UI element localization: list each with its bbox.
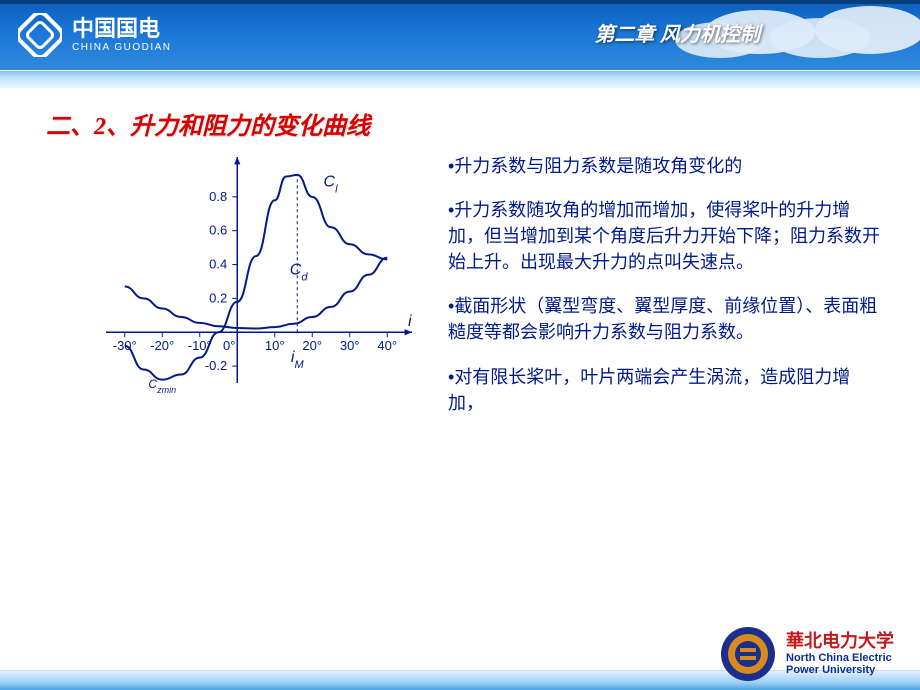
svg-text:0.2: 0.2: [209, 290, 227, 305]
svg-text:0°: 0°: [223, 338, 235, 353]
svg-text:20°: 20°: [302, 338, 322, 353]
company-name-cn: 中国国电: [72, 18, 172, 40]
svg-text:10°: 10°: [265, 338, 285, 353]
bullet-item: •截面形状（翼型弯度、翼型厚度、前缘位置）、表面粗糙度等都会影响升力系数与阻力系…: [448, 293, 880, 345]
header-wave-band: [0, 70, 920, 88]
bullet-list: •升力系数与阻力系数是随攻角变化的 •升力系数随攻角的增加而增加，使得桨叶的升力增…: [426, 153, 880, 434]
svg-text:i: i: [408, 313, 412, 330]
footer: 華北电力大学 North China Electric Power Univer…: [0, 626, 920, 690]
svg-text:0.8: 0.8: [209, 189, 227, 204]
svg-text:Cd: Cd: [290, 262, 309, 284]
svg-text:0.6: 0.6: [209, 223, 227, 238]
lift-drag-chart: -30°-20°-10°10°20°30°40°0°0.20.40.60.8-0…: [46, 153, 426, 423]
bullet-item: •对有限长桨叶，叶片两端会产生涡流，造成阻力增加，: [448, 364, 880, 416]
university-name-en-1: North China Electric: [786, 652, 894, 664]
header-bar: 中国国电 CHINA GUODIAN 第二章 风力机控制: [0, 0, 920, 70]
university-name-en-2: Power University: [786, 664, 894, 676]
university-name-cn: 華北电力大学: [786, 632, 894, 652]
guodian-logo-icon: [18, 13, 62, 57]
svg-text:Cl: Cl: [324, 174, 339, 196]
svg-text:0.4: 0.4: [209, 257, 227, 272]
bullet-item: •升力系数与阻力系数是随攻角变化的: [448, 153, 880, 179]
company-name-en: CHINA GUODIAN: [72, 42, 172, 53]
svg-text:40°: 40°: [377, 338, 397, 353]
university-block: 華北电力大学 North China Electric Power Univer…: [720, 626, 894, 682]
slide-content: 二、2、升力和阻力的变化曲线 -30°-20°-10°10°20°30°40°0…: [0, 88, 920, 434]
university-logo-icon: [720, 626, 776, 682]
section-title: 二、2、升力和阻力的变化曲线: [46, 106, 880, 141]
company-logo-block: 中国国电 CHINA GUODIAN: [18, 13, 172, 57]
chapter-title: 第二章 风力机控制: [594, 18, 760, 47]
svg-text:-20°: -20°: [150, 338, 174, 353]
bullet-item: •升力系数随攻角的增加而增加，使得桨叶的升力增加，但当增加到某个角度后升力开始下…: [448, 197, 880, 275]
svg-text:30°: 30°: [340, 338, 360, 353]
svg-text:-0.2: -0.2: [205, 358, 227, 373]
